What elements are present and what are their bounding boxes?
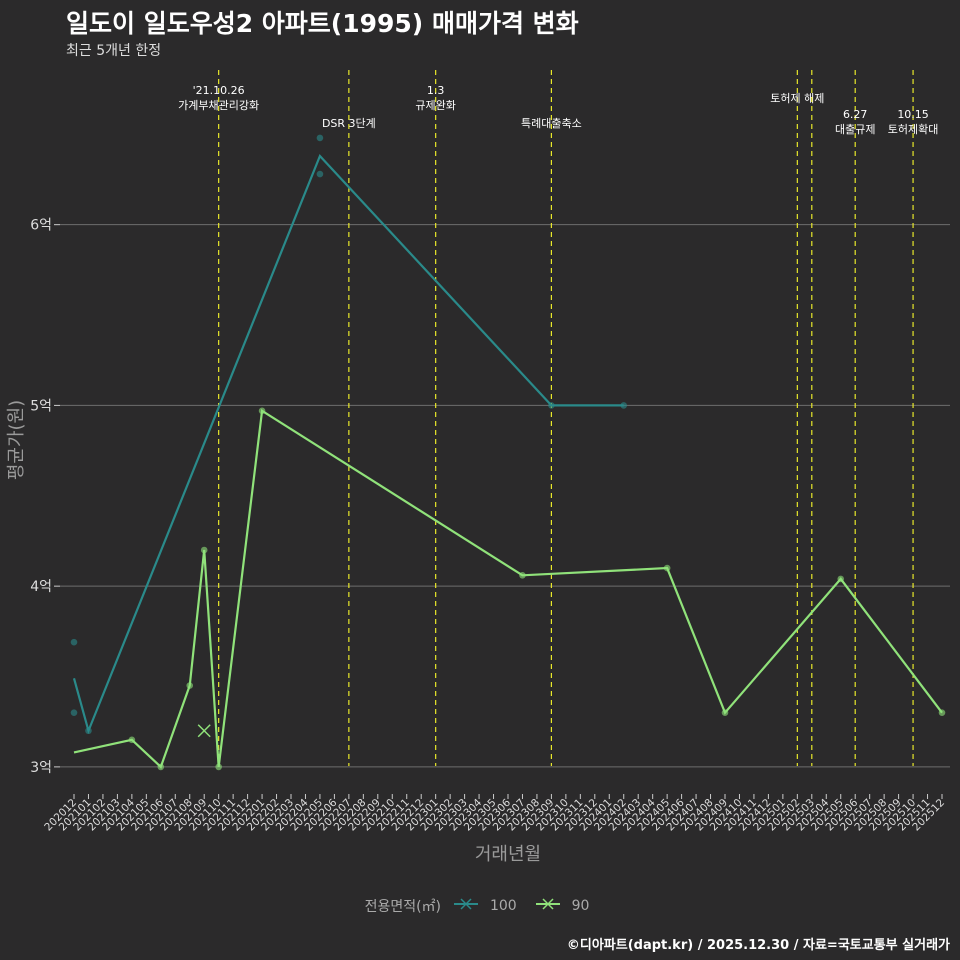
- y-tick-label: 4억: [30, 579, 52, 595]
- data-point-100: [548, 402, 555, 409]
- data-point-90: [258, 407, 266, 415]
- data-point-90: [938, 709, 946, 716]
- legend-label-90: 90: [571, 898, 590, 914]
- y-axis: 3억 4억 5억 6억: [30, 218, 60, 776]
- x-axis: 2020122021012021022021032021042021052021…: [42, 794, 947, 833]
- data-point-90: [663, 564, 671, 572]
- data-point-90: [215, 763, 222, 771]
- data-point-100: [316, 170, 324, 178]
- data-point-100: [316, 134, 324, 142]
- grid-lines: [60, 224, 950, 768]
- y-tick-label: 6억: [30, 218, 52, 234]
- event-label: 6.27 대출규제: [835, 108, 875, 136]
- legend-label-100: 100: [489, 898, 517, 914]
- data-point-90: [157, 763, 165, 771]
- y-tick-label: 3억: [30, 760, 52, 776]
- event-label: '21.10.26 가계부채관리강화: [178, 84, 259, 112]
- event-label: 특례대출축소: [521, 117, 582, 130]
- event-label: 토허제 해제: [770, 91, 824, 105]
- data-point-90: [519, 572, 526, 579]
- source-caption: ©디아파트(dapt.kr) / 2025.12.30 / 자료=국토교통부 실…: [566, 938, 950, 953]
- x-axis-title: 거래년월: [475, 844, 541, 865]
- series-layer: [70, 134, 946, 771]
- data-point-100: [620, 402, 628, 409]
- event-label: 10.15 토허제확대: [888, 108, 939, 136]
- data-point-90: [200, 546, 208, 554]
- data-point-90: [721, 709, 729, 716]
- data-point-90: [128, 736, 136, 744]
- data-point-90: [837, 575, 845, 583]
- legend-key-90: [535, 897, 561, 915]
- event-label: 1.3 규제완화: [415, 84, 455, 112]
- legend: 전용면적(㎡) 100 90: [0, 896, 960, 916]
- event-label: DSR 3단계: [322, 117, 376, 130]
- legend-title: 전용면적(㎡): [364, 899, 442, 915]
- legend-key-100: [453, 897, 479, 915]
- data-point-100: [70, 638, 78, 646]
- data-point-100: [85, 727, 92, 735]
- chart-subtitle: 최근 5개년 한정: [66, 43, 162, 59]
- series-line-100: [72, 153, 624, 735]
- data-point-90: [186, 682, 194, 689]
- y-tick-label: 5억: [30, 398, 52, 414]
- series-line-90: [73, 408, 943, 769]
- y-axis-title: 평균가(원): [6, 400, 27, 480]
- cross-marker-90: [197, 724, 211, 738]
- chart-title: 일도이 일도우성2 아파트(1995) 매매가격 변화: [66, 9, 579, 38]
- data-point-100: [70, 709, 78, 716]
